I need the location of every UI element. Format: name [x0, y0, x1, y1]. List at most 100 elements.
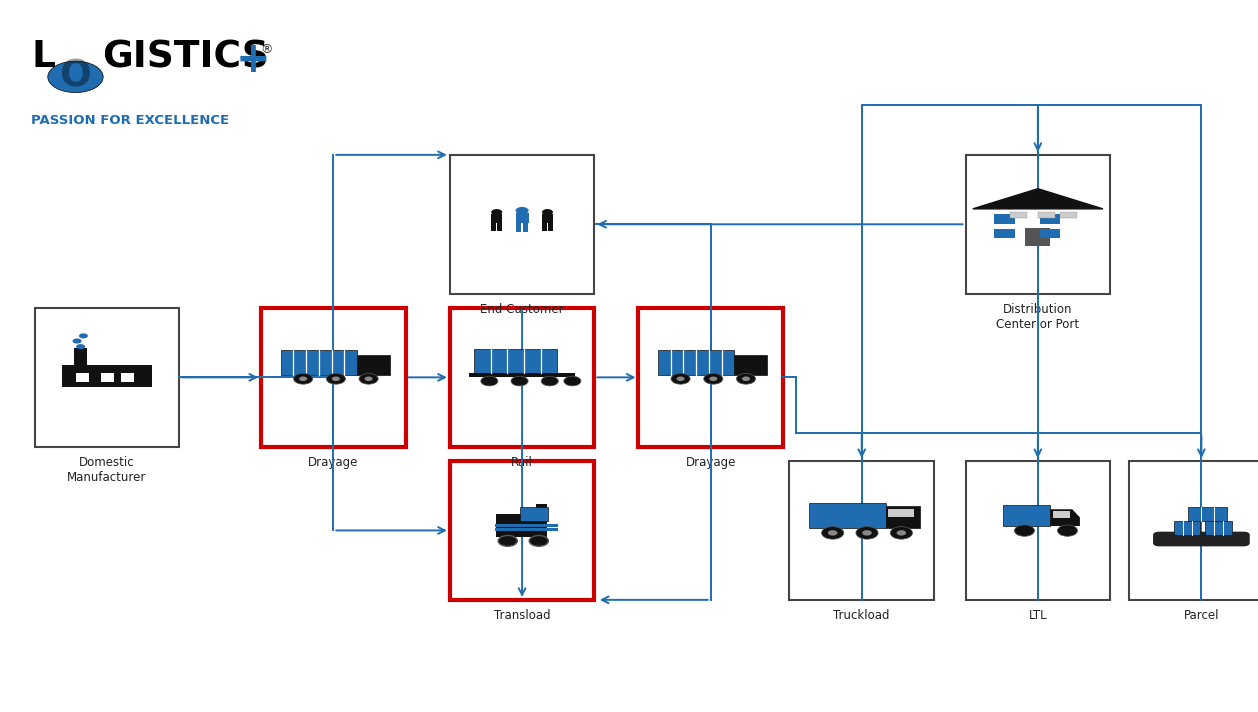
- Circle shape: [365, 377, 372, 381]
- FancyBboxPatch shape: [281, 350, 357, 375]
- Circle shape: [542, 209, 554, 215]
- FancyBboxPatch shape: [101, 373, 113, 382]
- Text: Drayage: Drayage: [686, 456, 736, 469]
- FancyBboxPatch shape: [262, 308, 405, 447]
- FancyBboxPatch shape: [496, 514, 543, 538]
- Circle shape: [48, 61, 103, 93]
- Text: Rail: Rail: [511, 456, 533, 469]
- FancyBboxPatch shape: [1038, 211, 1054, 218]
- Text: +: +: [235, 39, 270, 81]
- FancyBboxPatch shape: [1060, 211, 1077, 218]
- FancyBboxPatch shape: [1004, 506, 1050, 526]
- FancyBboxPatch shape: [542, 222, 547, 231]
- FancyBboxPatch shape: [886, 506, 920, 528]
- Circle shape: [299, 377, 307, 381]
- FancyBboxPatch shape: [469, 372, 575, 377]
- FancyBboxPatch shape: [1053, 511, 1069, 518]
- Circle shape: [541, 376, 559, 386]
- FancyBboxPatch shape: [1154, 532, 1249, 546]
- FancyBboxPatch shape: [735, 355, 767, 375]
- FancyBboxPatch shape: [1130, 461, 1258, 600]
- Text: PASSION FOR EXCELLENCE: PASSION FOR EXCELLENCE: [31, 114, 229, 127]
- Circle shape: [79, 333, 88, 338]
- Circle shape: [828, 530, 838, 535]
- Circle shape: [530, 535, 548, 546]
- Circle shape: [891, 527, 912, 539]
- FancyBboxPatch shape: [450, 155, 595, 293]
- FancyBboxPatch shape: [548, 222, 552, 231]
- FancyBboxPatch shape: [536, 504, 547, 538]
- FancyBboxPatch shape: [1025, 228, 1050, 246]
- Circle shape: [516, 207, 528, 214]
- Circle shape: [862, 530, 872, 535]
- FancyBboxPatch shape: [520, 507, 548, 520]
- FancyBboxPatch shape: [888, 509, 913, 518]
- Text: LTL: LTL: [1029, 609, 1047, 622]
- Circle shape: [671, 373, 691, 384]
- Text: ®: ®: [260, 43, 273, 56]
- Circle shape: [359, 373, 379, 384]
- Circle shape: [481, 376, 498, 386]
- Circle shape: [498, 535, 517, 546]
- Text: L: L: [31, 39, 55, 75]
- Circle shape: [703, 373, 723, 384]
- Circle shape: [710, 377, 717, 381]
- FancyBboxPatch shape: [450, 461, 595, 600]
- Circle shape: [1058, 525, 1078, 536]
- FancyBboxPatch shape: [516, 223, 521, 232]
- Circle shape: [77, 344, 86, 349]
- Circle shape: [897, 530, 906, 535]
- FancyBboxPatch shape: [790, 461, 933, 600]
- Polygon shape: [1050, 509, 1079, 526]
- Circle shape: [742, 377, 750, 381]
- Text: Transload: Transload: [493, 609, 551, 622]
- Circle shape: [855, 527, 878, 539]
- FancyBboxPatch shape: [523, 223, 528, 232]
- Circle shape: [293, 373, 313, 384]
- Circle shape: [326, 373, 346, 384]
- FancyBboxPatch shape: [1205, 521, 1232, 535]
- FancyBboxPatch shape: [122, 373, 135, 382]
- FancyBboxPatch shape: [62, 365, 152, 387]
- FancyBboxPatch shape: [984, 209, 1092, 246]
- Circle shape: [511, 376, 528, 386]
- FancyBboxPatch shape: [658, 350, 735, 375]
- FancyBboxPatch shape: [1188, 506, 1228, 520]
- Text: Parcel: Parcel: [1184, 609, 1219, 622]
- Text: GISTICS: GISTICS: [102, 39, 269, 75]
- Text: Drayage: Drayage: [308, 456, 359, 469]
- Circle shape: [73, 338, 82, 344]
- Circle shape: [677, 377, 684, 381]
- Text: Distribution
Center or Port: Distribution Center or Port: [996, 303, 1079, 331]
- FancyBboxPatch shape: [77, 373, 89, 382]
- FancyBboxPatch shape: [994, 214, 1015, 224]
- FancyBboxPatch shape: [497, 222, 502, 231]
- Text: End Customer: End Customer: [481, 303, 564, 316]
- FancyBboxPatch shape: [474, 349, 557, 372]
- Circle shape: [1014, 525, 1034, 536]
- Circle shape: [821, 527, 844, 539]
- FancyBboxPatch shape: [1009, 211, 1027, 218]
- Text: O: O: [59, 59, 92, 95]
- FancyBboxPatch shape: [1039, 214, 1060, 224]
- FancyBboxPatch shape: [966, 155, 1111, 293]
- Circle shape: [564, 376, 581, 386]
- Circle shape: [491, 209, 502, 215]
- FancyBboxPatch shape: [809, 503, 886, 528]
- FancyBboxPatch shape: [542, 214, 554, 223]
- FancyBboxPatch shape: [1039, 229, 1060, 239]
- FancyBboxPatch shape: [966, 461, 1111, 600]
- Text: Truckload: Truckload: [834, 609, 889, 622]
- Circle shape: [332, 377, 340, 381]
- Polygon shape: [972, 189, 1103, 209]
- FancyBboxPatch shape: [994, 229, 1015, 239]
- Circle shape: [736, 373, 756, 384]
- FancyBboxPatch shape: [357, 355, 390, 375]
- FancyBboxPatch shape: [1174, 521, 1200, 535]
- FancyBboxPatch shape: [492, 222, 496, 231]
- FancyBboxPatch shape: [638, 308, 782, 447]
- FancyBboxPatch shape: [516, 213, 528, 223]
- FancyBboxPatch shape: [35, 308, 180, 447]
- FancyBboxPatch shape: [74, 348, 87, 367]
- FancyBboxPatch shape: [450, 308, 595, 447]
